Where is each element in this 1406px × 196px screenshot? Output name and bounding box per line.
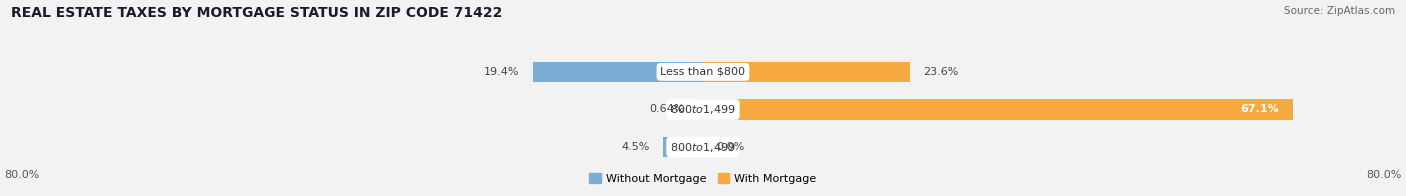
Text: $800 to $1,499: $800 to $1,499: [671, 141, 735, 154]
Legend: Without Mortgage, With Mortgage: Without Mortgage, With Mortgage: [589, 173, 817, 184]
Text: 80.0%: 80.0%: [4, 170, 39, 180]
Bar: [664, 137, 703, 157]
Bar: [697, 99, 703, 120]
Bar: [703, 62, 911, 82]
Text: 0.64%: 0.64%: [648, 104, 685, 114]
Text: Less than $800: Less than $800: [661, 67, 745, 77]
Text: 23.6%: 23.6%: [924, 67, 959, 77]
Text: 4.5%: 4.5%: [621, 142, 650, 152]
Text: $800 to $1,499: $800 to $1,499: [671, 103, 735, 116]
Text: 80.0%: 80.0%: [1367, 170, 1402, 180]
Bar: [533, 62, 703, 82]
Text: REAL ESTATE TAXES BY MORTGAGE STATUS IN ZIP CODE 71422: REAL ESTATE TAXES BY MORTGAGE STATUS IN …: [11, 6, 502, 20]
Text: 67.1%: 67.1%: [1240, 104, 1279, 114]
Text: 19.4%: 19.4%: [484, 67, 519, 77]
Text: Source: ZipAtlas.com: Source: ZipAtlas.com: [1284, 6, 1395, 16]
Text: 0.0%: 0.0%: [716, 142, 744, 152]
Bar: [703, 99, 1292, 120]
